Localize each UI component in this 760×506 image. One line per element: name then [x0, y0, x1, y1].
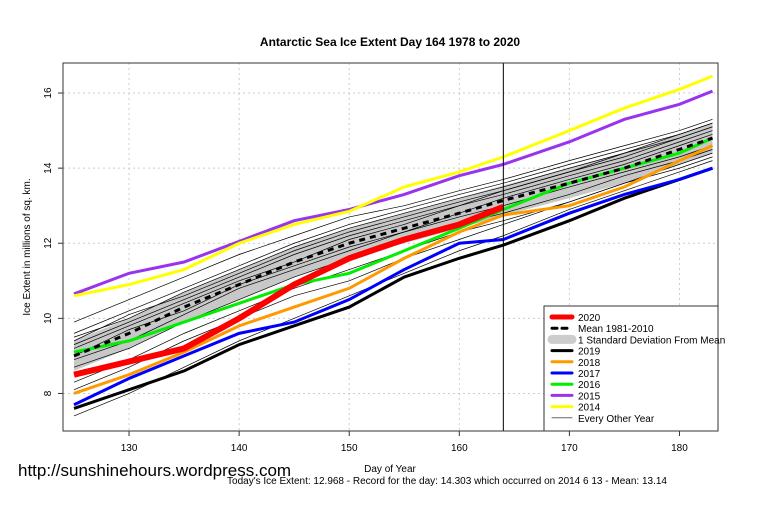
y-tick-label: 10 — [43, 312, 54, 324]
y-tick-label: 14 — [43, 162, 54, 174]
series-line-2019 — [73, 166, 713, 410]
x-tick-label: 130 — [121, 443, 138, 454]
series-line-2020 — [73, 204, 505, 378]
y-tick-label: 12 — [43, 237, 54, 249]
mean-line — [73, 136, 713, 358]
legend-box — [543, 305, 719, 432]
x-tick-label: 170 — [561, 443, 578, 454]
legend-label: 1 Standard Deviation From Mean — [578, 335, 725, 346]
other-year-line — [73, 134, 713, 357]
legend-label: 2019 — [578, 347, 601, 358]
other-year-line — [73, 126, 713, 349]
legend-label: 2014 — [578, 403, 601, 414]
legend-label: 2018 — [578, 358, 601, 369]
other-year-line — [73, 130, 713, 345]
x-axis-label: Day of Year — [364, 464, 416, 475]
legend-label: 2015 — [578, 391, 601, 402]
x-tick-label: 140 — [231, 443, 248, 454]
chart-title: Antarctic Sea Ice Extent Day 164 1978 to… — [260, 35, 520, 49]
y-axis-label: Ice Extent in millions of sq. km. — [22, 178, 33, 315]
other-year-line — [73, 122, 713, 334]
other-year-line — [73, 118, 713, 323]
legend-label: Mean 1981-2010 — [578, 324, 654, 335]
legend-label: 2016 — [578, 380, 601, 391]
std-dev-band — [74, 123, 713, 371]
x-tick-label: 150 — [341, 443, 358, 454]
x-tick-label: 160 — [451, 443, 468, 454]
other-year-line — [73, 126, 713, 342]
watermark-url: http://sunshinehours.wordpress.com — [18, 461, 291, 480]
other-year-line — [73, 160, 713, 417]
legend-label: Every Other Year — [578, 414, 655, 425]
y-tick-label: 16 — [43, 87, 54, 99]
series-line-2016 — [73, 136, 714, 354]
series-line-2014 — [73, 74, 714, 298]
series-line-2015 — [73, 89, 714, 296]
footer-stats: Today's Ice Extent: 12.968 - Record for … — [227, 476, 667, 487]
plot-frame — [62, 62, 719, 432]
series-line-2018 — [73, 144, 714, 395]
y-tick-label: 8 — [43, 390, 54, 396]
legend-label: 2020 — [578, 313, 601, 324]
series-line-2017 — [73, 166, 713, 407]
legend-label: 2017 — [578, 369, 601, 380]
x-tick-label: 180 — [671, 443, 688, 454]
